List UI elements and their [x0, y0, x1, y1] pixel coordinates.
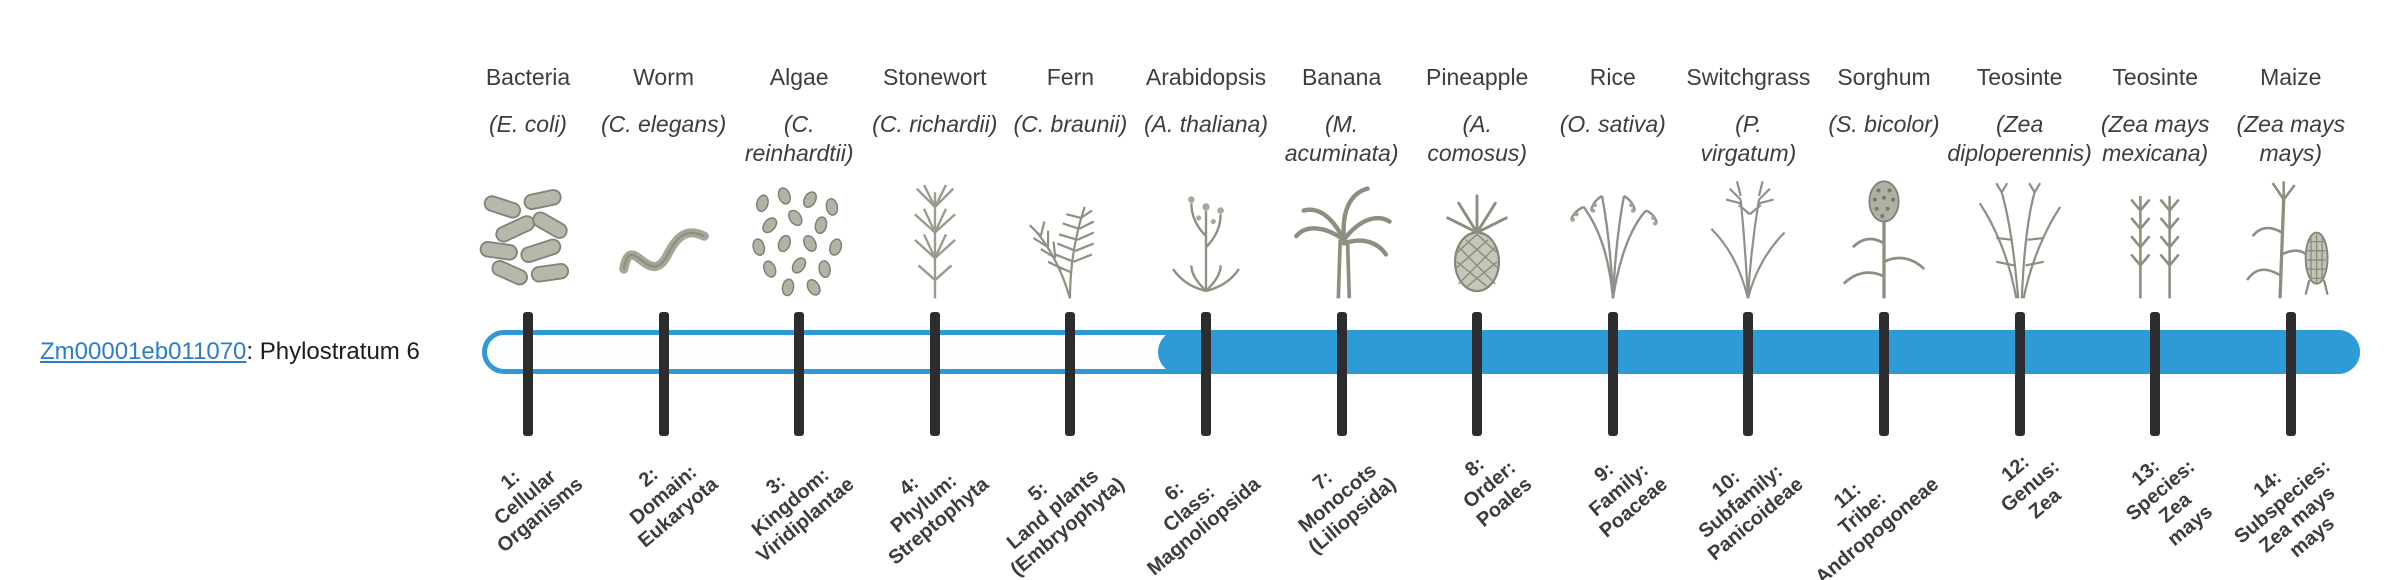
fern-icon [1010, 174, 1130, 302]
organism-name: Sorghum [1837, 64, 1931, 90]
arabidopsis-icon [1146, 174, 1266, 302]
organism-name: Stonewort [883, 64, 987, 90]
organism-name: Teosinte [1976, 64, 2063, 90]
phylostratum-tick-mark [794, 312, 805, 436]
organism-column: Worm (C. elegans) 2: Domain: Eukaryota [589, 0, 739, 580]
pineapple-icon [1417, 174, 1537, 302]
organism-scientific-name: (C. elegans) [600, 111, 727, 137]
organism-name: Maize [2260, 64, 2322, 90]
phylostratum-tick-mark [929, 312, 940, 436]
organism-scientific-name: (Zea mays mexicana) [2100, 111, 2210, 166]
phylostratum-tick-mark [1743, 312, 1754, 436]
gene-id-link[interactable]: Zm00001eb011070 [40, 338, 247, 365]
organism-name: Pineapple [1426, 64, 1529, 90]
organism-scientific-name: (P. virgatum) [1700, 111, 1797, 166]
organism-scientific-name: (A. comosus) [1427, 111, 1528, 166]
phylostratum-label: 13: Species: Zea mays [2121, 455, 2217, 551]
organism-column: Teosinte (Zea mays mexicana) 13: Species… [2080, 0, 2230, 580]
phylostratum-tick-mark [2014, 312, 2025, 436]
phylostratum-tick-mark [1201, 312, 1211, 436]
bacteria-icon [468, 174, 588, 302]
phylostratum-tick-mark [1065, 312, 1076, 436]
organism-column: Maize (Zea mays mays) 14: Subspecies: Ze… [2216, 0, 2366, 580]
rice-icon [1553, 174, 1673, 302]
phylostratum-label: 1: Cellular Organisms [489, 465, 587, 558]
phylostratum-label: 6: Class: Magnoliopsida [1143, 473, 1265, 580]
organism-name: Arabidopsis [1145, 64, 1267, 90]
teosinte-mexicana-icon [2095, 174, 2215, 302]
organism-column: Stonewort (C. richardii) 4: Phylum: Stre… [860, 0, 1010, 580]
organism-column: Pineapple (A. comosus) 8: Order: Poales [1402, 0, 1552, 580]
organism-column: Bacteria (E. coli) 1: Cellular Organisms [453, 0, 603, 580]
organism-scientific-name: (C. reinhardtii) [744, 111, 854, 166]
switchgrass-icon [1688, 174, 1808, 302]
phylostratum-tick-mark [523, 312, 533, 436]
worm-icon [604, 174, 724, 302]
organism-name: Worm [633, 64, 695, 90]
organism-scientific-name: (A. thaliana) [1143, 111, 1268, 137]
gene-label: Zm00001eb011070: Phylostratum 6 [40, 338, 420, 366]
phylostratum-tick-mark [658, 312, 669, 436]
organism-scientific-name: (E. coli) [489, 111, 567, 137]
organism-scientific-name: (C. richardii) [872, 111, 998, 137]
organism-column: Teosinte (Zea diploperennis) 12: Genus: … [1945, 0, 2095, 580]
organism-name: Teosinte [2112, 64, 2199, 90]
organism-column: Algae (C. reinhardtii) 3: Kingdom: Virid… [724, 0, 874, 580]
organism-name: Rice [1589, 64, 1636, 90]
organism-name: Bacteria [485, 64, 571, 90]
organism-scientific-name: (S. bicolor) [1828, 111, 1940, 137]
teosinte-diploperennis-icon [1960, 174, 2080, 302]
phylostratum-tick-mark [1879, 312, 1889, 436]
gene-label-suffix: : Phylostratum 6 [246, 338, 420, 365]
organism-column: Fern (C. braunii) 5: Land plants (Embryo… [995, 0, 1145, 580]
phylostratum-tick-mark [1472, 312, 1483, 436]
organism-scientific-name: (M. acuminata) [1284, 111, 1399, 166]
phylostratum-tick-mark [2150, 312, 2161, 436]
organism-name: Fern [1046, 64, 1095, 90]
banana-icon [1282, 174, 1402, 302]
organism-column: Banana (M. acuminata) 7: Monocots (Lilio… [1267, 0, 1417, 580]
organism-name: Banana [1301, 64, 1382, 90]
phylostratum-tick-mark [2285, 312, 2296, 436]
organism-scientific-name: (Zea mays mays) [2236, 111, 2346, 166]
phylostratum-label: 5: Land plants (Embryophyta) [1003, 464, 1130, 580]
organism-column: Switchgrass (P. virgatum) 10: Subfamily:… [1673, 0, 1823, 580]
phylostratum-label: 7: Monocots (Liliopsida) [1294, 459, 1401, 559]
phylostratum-tick-mark [1607, 312, 1618, 436]
organism-column: Arabidopsis (A. thaliana) 6: Class: Magn… [1131, 0, 1281, 580]
organism-scientific-name: (Zea diploperennis) [1947, 111, 2092, 166]
phylostratum-label: 3: Kingdom: Viridiplantae [747, 464, 858, 568]
organism-name: Switchgrass [1686, 64, 1811, 90]
organism-column: Sorghum (S. bicolor) 11: Tribe: Andropog… [1809, 0, 1959, 580]
organism-column: Rice (O. sativa) 9: Family: Poaceae [1538, 0, 1688, 580]
algae-icon [739, 174, 859, 302]
phylostratum-label: 4: Phylum: Streptophyta [884, 469, 994, 570]
organism-name: Algae [769, 64, 829, 90]
phylostratum-tick-mark [1336, 312, 1347, 436]
phylostratum-label: 12: Genus: Zea [1996, 450, 2066, 524]
phylostratum-label: 10: Subfamily: Panicoideae [1694, 460, 1808, 566]
stonewort-icon [875, 174, 995, 302]
phylostratum-label: 8: Order: Poales [1458, 453, 1536, 532]
maize-icon [2231, 174, 2351, 302]
sorghum-icon [1824, 174, 1944, 302]
phylostratum-label: 9: Family: Poaceae [1584, 458, 1672, 543]
organism-scientific-name: (C. braunii) [1013, 111, 1128, 137]
phylostratum-label: 14: Subspecies: Zea mays mays [2230, 455, 2340, 563]
phylostratum-label: 2: Domain: Eukaryota [625, 460, 723, 553]
organism-scientific-name: (O. sativa) [1559, 111, 1666, 137]
